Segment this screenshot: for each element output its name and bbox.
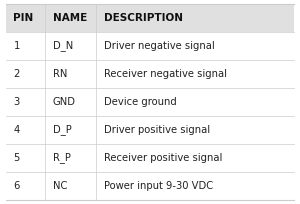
Text: 6: 6 xyxy=(14,181,20,191)
Text: NC: NC xyxy=(52,181,67,191)
Text: Driver positive signal: Driver positive signal xyxy=(103,125,210,135)
Text: D_N: D_N xyxy=(52,41,73,51)
Text: 5: 5 xyxy=(14,153,20,163)
Bar xyxy=(6,32,294,60)
Bar xyxy=(6,88,294,116)
Text: DESCRIPTION: DESCRIPTION xyxy=(103,13,182,23)
Text: RN: RN xyxy=(52,69,67,79)
Text: D_P: D_P xyxy=(52,124,71,135)
Text: PIN: PIN xyxy=(14,13,34,23)
Bar xyxy=(6,172,294,200)
Text: NAME: NAME xyxy=(52,13,87,23)
Text: 4: 4 xyxy=(14,125,20,135)
Text: Receiver negative signal: Receiver negative signal xyxy=(103,69,226,79)
Text: 2: 2 xyxy=(14,69,20,79)
Text: R_P: R_P xyxy=(52,153,70,163)
Bar xyxy=(6,60,294,88)
Text: 1: 1 xyxy=(14,41,20,51)
Bar xyxy=(6,144,294,172)
Bar xyxy=(6,4,294,32)
Text: Power input 9-30 VDC: Power input 9-30 VDC xyxy=(103,181,213,191)
Text: GND: GND xyxy=(52,97,76,107)
Text: 3: 3 xyxy=(14,97,20,107)
Text: Receiver positive signal: Receiver positive signal xyxy=(103,153,222,163)
Bar xyxy=(6,116,294,144)
Text: Driver negative signal: Driver negative signal xyxy=(103,41,214,51)
Text: Device ground: Device ground xyxy=(103,97,176,107)
